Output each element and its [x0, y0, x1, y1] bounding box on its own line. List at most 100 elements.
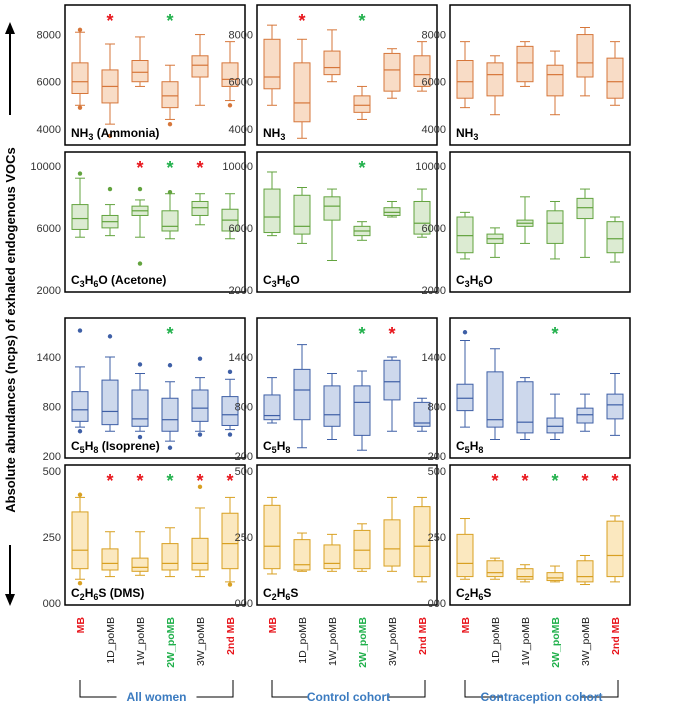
y-tick-label: 6000	[422, 77, 446, 89]
x-category-label: 3W_poMB	[195, 617, 207, 666]
box-iqr	[413, 506, 431, 578]
group-bracket-0: All women	[79, 680, 234, 704]
panel-compound-label: NH3	[263, 126, 285, 142]
panel-frame	[449, 4, 631, 146]
box-iqr	[323, 544, 341, 570]
x-category-label: 1D_poMB	[105, 617, 117, 664]
outlier-point	[167, 121, 173, 127]
box-MB	[456, 211, 474, 260]
box-MB	[456, 518, 474, 580]
y-tick-label: 250	[428, 532, 446, 544]
panels-grid: 8000 6000 4000 * * NH3 (Ammonia) 8000 6000 4000 *…	[30, 4, 631, 610]
panel-compound-label: C2H6S	[456, 586, 491, 602]
box-iqr	[546, 572, 564, 582]
panel-compound-label: C3H6O (Acetone)	[71, 273, 166, 289]
outlier-point	[227, 582, 233, 587]
box-iqr	[456, 533, 474, 578]
outlier-point	[107, 186, 113, 192]
significance-marker: *	[358, 158, 365, 178]
significance-marker: *	[358, 324, 365, 344]
box-2nd MB	[606, 373, 624, 436]
outlier-point	[77, 105, 83, 110]
significance-marker: *	[611, 471, 618, 491]
panel-frame	[256, 4, 438, 146]
y-tick-label: 800	[43, 402, 61, 414]
box-iqr	[606, 57, 624, 99]
box-MB	[263, 171, 281, 237]
box-iqr	[516, 45, 534, 83]
box-iqr	[353, 529, 371, 570]
y-tick-label: 500	[43, 466, 61, 478]
box-1D_poMB	[293, 532, 311, 572]
box-iqr	[606, 520, 624, 578]
box-iqr	[161, 397, 179, 432]
x-category-label: MB	[75, 617, 87, 634]
box-3W_poMB	[383, 48, 401, 99]
significance-marker: *	[551, 324, 558, 344]
box-iqr	[71, 62, 89, 94]
outlier-point	[227, 369, 233, 375]
box-iqr	[293, 368, 311, 421]
box-iqr	[191, 55, 209, 78]
x-category-label: 2W_poMB	[165, 617, 177, 668]
box-iqr	[383, 52, 401, 92]
box-iqr	[486, 560, 504, 578]
panel-frame	[449, 151, 631, 293]
panel-c3h6o-0: 10000 6000 2000 * * * C3H6O (Acetone)	[30, 151, 246, 297]
box-MB	[71, 27, 89, 110]
box-iqr	[576, 560, 594, 583]
box-iqr	[263, 504, 281, 570]
box-iqr	[413, 401, 431, 427]
box-1W_poMB: *	[516, 471, 534, 583]
group-label: Control cohort	[307, 690, 390, 704]
y-axis-arrowhead-up	[5, 22, 15, 34]
box-iqr	[323, 385, 341, 427]
box-MB	[263, 377, 281, 424]
box-1W_poMB	[516, 196, 534, 244]
box-iqr	[576, 34, 594, 78]
significance-marker: *	[166, 158, 173, 178]
box-iqr	[191, 537, 209, 571]
box-iqr	[71, 511, 89, 570]
y-axis-label: Absolute abundances (ncps) of exhaled en…	[3, 147, 18, 513]
y-axis-label-group: Absolute abundances (ncps) of exhaled en…	[3, 22, 18, 606]
panel-frame	[256, 464, 438, 606]
box-1W_poMB	[323, 533, 341, 572]
outlier-point	[107, 133, 113, 139]
y-tick-label: 4000	[229, 124, 253, 136]
significance-marker: *	[521, 471, 528, 491]
box-iqr	[131, 60, 149, 83]
box-iqr	[546, 210, 564, 244]
box-2W_poMB: *	[161, 158, 179, 240]
box-iqr	[101, 548, 119, 571]
box-iqr	[293, 194, 311, 235]
outlier-point	[137, 186, 143, 192]
group-brackets: All women Control cohort Contraception coh…	[79, 680, 619, 704]
box-1D_poMB: *	[101, 471, 119, 578]
y-tick-label: 800	[235, 402, 253, 414]
box-2W_poMB: *	[161, 11, 179, 127]
x-category-label: 2nd MB	[610, 617, 622, 655]
y-tick-label: 6000	[37, 223, 61, 235]
box-iqr	[131, 389, 149, 427]
panel-c5h8-0: 1400 800 200 * C5H8 (Isoprene)	[37, 317, 246, 463]
box-1W_poMB	[131, 362, 149, 440]
box-2nd MB	[221, 193, 239, 240]
x-category-label: 2nd MB	[417, 617, 429, 655]
box-2W_poMB: *	[546, 324, 564, 440]
box-iqr	[383, 207, 401, 216]
box-iqr	[293, 539, 311, 571]
y-tick-label: 000	[235, 598, 253, 610]
outlier-point	[77, 328, 83, 333]
box-2nd MB	[413, 41, 431, 92]
panel-compound-label: C5H8	[456, 439, 483, 455]
significance-marker: *	[196, 158, 203, 178]
box-MB	[456, 330, 474, 428]
outlier-point	[197, 356, 203, 361]
outlier-point	[77, 27, 83, 33]
significance-marker: *	[388, 324, 395, 344]
outlier-point	[137, 261, 143, 266]
x-category-label: 2W_poMB	[550, 617, 562, 668]
x-category-label: 1D_poMB	[297, 617, 309, 664]
y-tick-label: 2000	[422, 285, 446, 297]
